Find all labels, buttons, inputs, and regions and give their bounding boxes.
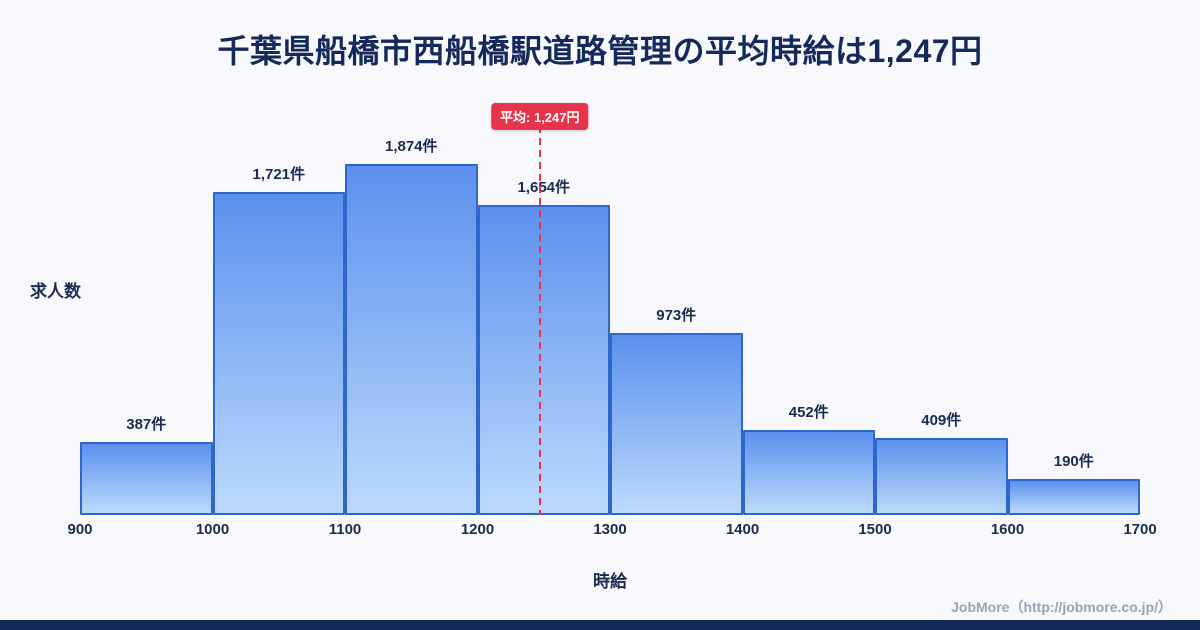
x-tick-label: 1500 bbox=[858, 521, 892, 538]
chart-title: 千葉県船橋市西船橋駅道路管理の平均時給は1,247円 bbox=[217, 33, 983, 69]
x-axis-ticks: 900 1000 1100 1200 1300 1400 1500 1600 1700 bbox=[67, 521, 1156, 541]
average-dashed-line bbox=[538, 126, 541, 515]
bar-value-label: 190件 bbox=[1053, 453, 1094, 471]
x-tick-label: 1300 bbox=[593, 521, 627, 538]
x-tick-label: 1400 bbox=[725, 521, 760, 538]
x-tick-label: 1000 bbox=[195, 521, 230, 538]
bar-value-label: 452件 bbox=[788, 404, 829, 422]
footer-credit: JobMore（http://jobmore.co.jp/） bbox=[951, 599, 1172, 615]
bar-value-label: 973件 bbox=[656, 306, 697, 324]
average-badge: 平均: 1,247円 bbox=[491, 103, 589, 130]
x-tick-label: 1600 bbox=[990, 521, 1025, 538]
bar-value-label: 1,721件 bbox=[252, 166, 306, 184]
bar-value-label: 1,874件 bbox=[384, 137, 438, 155]
bar-value-label: 409件 bbox=[921, 412, 962, 430]
bottom-accent-strip bbox=[0, 620, 1200, 630]
histogram-bar bbox=[345, 163, 478, 515]
histogram-bar bbox=[1007, 479, 1140, 515]
histogram-bar bbox=[875, 438, 1008, 515]
x-tick-label: 1200 bbox=[460, 521, 495, 538]
histogram-bar bbox=[212, 192, 345, 515]
histogram-bar bbox=[742, 430, 875, 515]
x-tick-label: 1700 bbox=[1123, 521, 1157, 538]
histogram-bar bbox=[477, 204, 610, 515]
histogram-bar bbox=[610, 332, 743, 515]
x-tick-label: 1100 bbox=[328, 521, 362, 538]
x-axis-label: 時給 bbox=[593, 572, 627, 591]
histogram-bar bbox=[80, 442, 213, 515]
plot-area: 387件 1,721件 1,874件 1,654件 973件 452件 409件 190件 bbox=[80, 126, 1140, 515]
y-axis-label: 求人数 bbox=[30, 282, 81, 301]
x-tick-label: 900 bbox=[67, 521, 93, 538]
bar-value-label: 387件 bbox=[126, 416, 167, 434]
bar-value-label: 1,654件 bbox=[517, 178, 571, 196]
